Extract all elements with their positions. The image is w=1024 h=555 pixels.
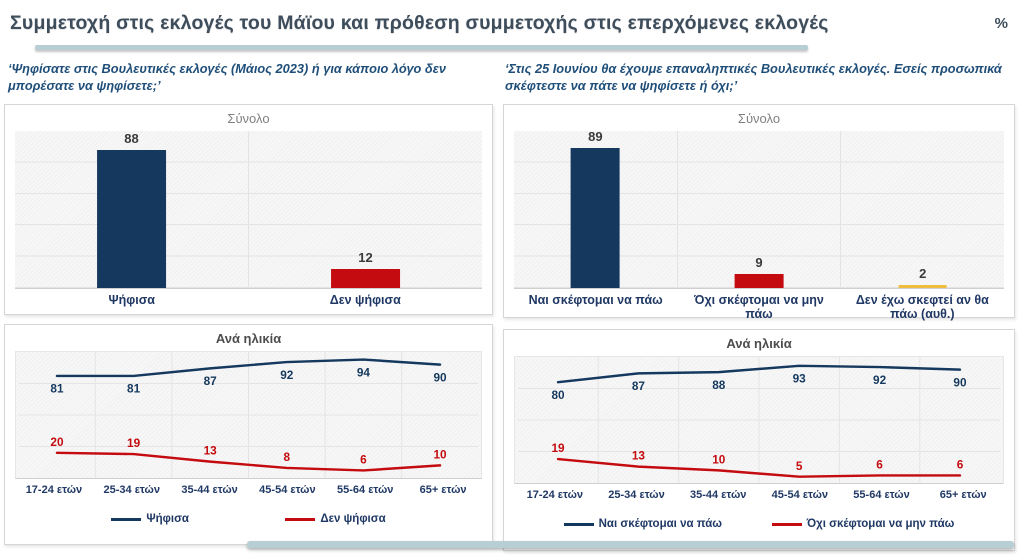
- category-axis: Ναι σκέφτομαι να πάω Όχι σκέφτομαι να μην…: [514, 293, 1004, 322]
- point-value-label: 87: [204, 374, 218, 388]
- point-value-label: 92: [873, 373, 887, 387]
- page-title: Συμμετοχή στις εκλογές του Μάϊου και πρό…: [10, 12, 829, 34]
- legend-item: Ναι σκέφτομαι να πάω: [563, 518, 722, 530]
- legend-swatch: [771, 522, 802, 526]
- bar-column: 9: [676, 131, 841, 288]
- bar-column: 2: [840, 131, 1004, 288]
- x-axis: 17-24 ετών 25-34 ετών 35-44 ετών 45-54 ετών…: [15, 484, 482, 496]
- point-value-label: 19: [551, 441, 565, 455]
- legend: Ναι σκέφτομαι να πάω Όχι σκέφτομαι να μην…: [514, 518, 1004, 530]
- panel-voted-by-age: Ανά ηλικία 81 81 87 92 94 90 20 19 13 8 6 10 17-24 ε…: [4, 324, 493, 545]
- x-axis-label: 65+ ετών: [939, 489, 987, 501]
- bar-column: 89: [514, 129, 677, 288]
- point-value-label: 13: [204, 444, 218, 458]
- legend-item: Δεν ψήφισα: [285, 513, 386, 525]
- bottom-accent-bar: [247, 541, 1014, 548]
- point-value-label: 6: [876, 458, 883, 472]
- legend-item: Ψήφισα: [111, 513, 189, 525]
- x-axis-label: 25-34 ετών: [103, 484, 160, 496]
- panel-voted-total: Σύνολο 88 12 Ψήφισα Δεν ψήφισα: [4, 104, 493, 315]
- category-label: Δεν ψήφισα: [329, 293, 401, 307]
- bar-plot-area: 88 12: [15, 131, 482, 289]
- legend-label: Όχι σκέφτομαι να μην πάω: [806, 518, 955, 530]
- bar-column: 12: [248, 131, 482, 288]
- bar: [734, 273, 784, 288]
- point-value-label: 92: [280, 368, 294, 382]
- panel-intent-by-age: Ανά ηλικία 80 87 88 93 92 90 19 13 10 5 6 6 17-24 ετ…: [503, 329, 1015, 551]
- bar: [570, 148, 620, 288]
- x-axis-label: 25-34 ετών: [608, 489, 665, 501]
- panel-intent-total: Σύνολο 89 9 2 Ναι σκέφτομαι να πάω Όχι σκέφτ…: [503, 104, 1015, 321]
- point-value-label: 13: [632, 449, 646, 463]
- legend-swatch: [563, 522, 594, 526]
- question-intent: ‘Στις 25 Ιουνίου θα έχουμε επαναληπτικές…: [505, 61, 1002, 94]
- title-underline: [35, 45, 808, 50]
- x-axis-label: 17-24 ετών: [25, 484, 83, 496]
- panel-title: Σύνολο: [227, 111, 270, 126]
- point-value-label: 19: [127, 436, 141, 450]
- legend: Ψήφισα Δεν ψήφισα: [15, 513, 482, 525]
- bar-plot-area: 89 9 2: [514, 129, 1004, 289]
- category-label: Ναι σκέφτομαι να πάω: [528, 293, 663, 307]
- bar-chart-voted-total: 88 12 Ψήφισα Δεν ψήφισα: [15, 131, 482, 307]
- x-axis-label: 17-24 ετών: [526, 489, 584, 501]
- bar: [898, 284, 948, 288]
- x-axis-label: 45-54 ετών: [259, 484, 316, 496]
- legend-swatch: [285, 517, 316, 521]
- bar-value-label: 88: [124, 130, 139, 146]
- bar-value-label: 12: [358, 250, 373, 266]
- panel-title: Ανά ηλικία: [215, 331, 282, 346]
- question-voted: ‘Ψηφίσατε στις Βουλευτικές εκλογές (Μάιο…: [8, 61, 446, 94]
- bar-chart-intent-total: 89 9 2 Ναι σκέφτομαι να πάω Όχι σκέφτομαι να…: [514, 129, 1004, 322]
- point-value-label: 8: [284, 450, 291, 464]
- legend-swatch: [111, 517, 142, 521]
- x-axis-label: 45-54 ετών: [771, 489, 829, 501]
- point-value-label: 80: [551, 388, 565, 402]
- point-value-label: 90: [433, 370, 447, 384]
- panel-title: Ανά ηλικία: [726, 336, 792, 351]
- point-value-label: 6: [360, 453, 367, 467]
- category-label: Όχι σκέφτομαι να μην πάω: [694, 293, 824, 322]
- x-axis: 17-24 ετών 25-34 ετών 35-44 ετών 45-54 ετών…: [514, 489, 1004, 501]
- point-value-label: 93: [793, 372, 807, 386]
- line-chart-intent-by-age: 80 87 88 93 92 90 19 13 10 5 6 6 17-24 ετών 25-34 ετώ…: [514, 356, 1004, 530]
- line-plot-area: 81 81 87 92 94 90 20 19 13 8 6 10: [15, 351, 482, 479]
- point-value-label: 5: [796, 459, 803, 473]
- point-value-label: 10: [433, 448, 447, 462]
- x-axis-label: 65+ ετών: [419, 484, 467, 496]
- bar-value-label: 2: [919, 265, 927, 281]
- point-value-label: 10: [712, 453, 726, 467]
- bar-value-label: 9: [755, 254, 763, 270]
- legend-label: Δεν ψήφισα: [320, 513, 386, 525]
- x-axis-label: 55-64 ετών: [853, 489, 910, 501]
- point-value-label: 88: [712, 378, 726, 392]
- point-value-label: 81: [127, 382, 141, 396]
- point-value-label: 90: [953, 375, 967, 389]
- bar-value-label: 89: [588, 129, 603, 145]
- point-value-label: 6: [957, 458, 964, 472]
- line-chart-voted-by-age: 81 81 87 92 94 90 20 19 13 8 6 10 17-24 ετών 25-34 ετ…: [15, 351, 482, 525]
- legend-item: Όχι σκέφτομαι να μην πάω: [771, 518, 955, 530]
- category-label: Δεν έχω σκεφτεί αν θα πάω (αυθ.): [855, 293, 989, 322]
- point-value-label: 20: [50, 435, 64, 449]
- bar: [330, 269, 401, 288]
- panel-title: Σύνολο: [737, 111, 781, 126]
- point-value-label: 87: [632, 379, 646, 393]
- bar-column: 88: [15, 131, 248, 288]
- line-plot-area: 80 87 88 93 92 90 19 13 10 5 6 6: [514, 356, 1004, 484]
- x-axis-label: 55-64 ετών: [337, 484, 394, 496]
- x-axis-label: 35-44 ετών: [181, 484, 238, 496]
- legend-label: Ψήφισα: [146, 513, 189, 525]
- category-label: Ψήφισα: [108, 293, 155, 307]
- point-value-label: 94: [357, 365, 371, 379]
- point-value-label: 81: [50, 382, 64, 396]
- bar: [96, 149, 167, 288]
- category-axis: Ψήφισα Δεν ψήφισα: [15, 293, 482, 307]
- x-axis-label: 35-44 ετών: [689, 489, 747, 501]
- legend-label: Ναι σκέφτομαι να πάω: [598, 518, 722, 530]
- percent-unit-label: %: [994, 15, 1008, 32]
